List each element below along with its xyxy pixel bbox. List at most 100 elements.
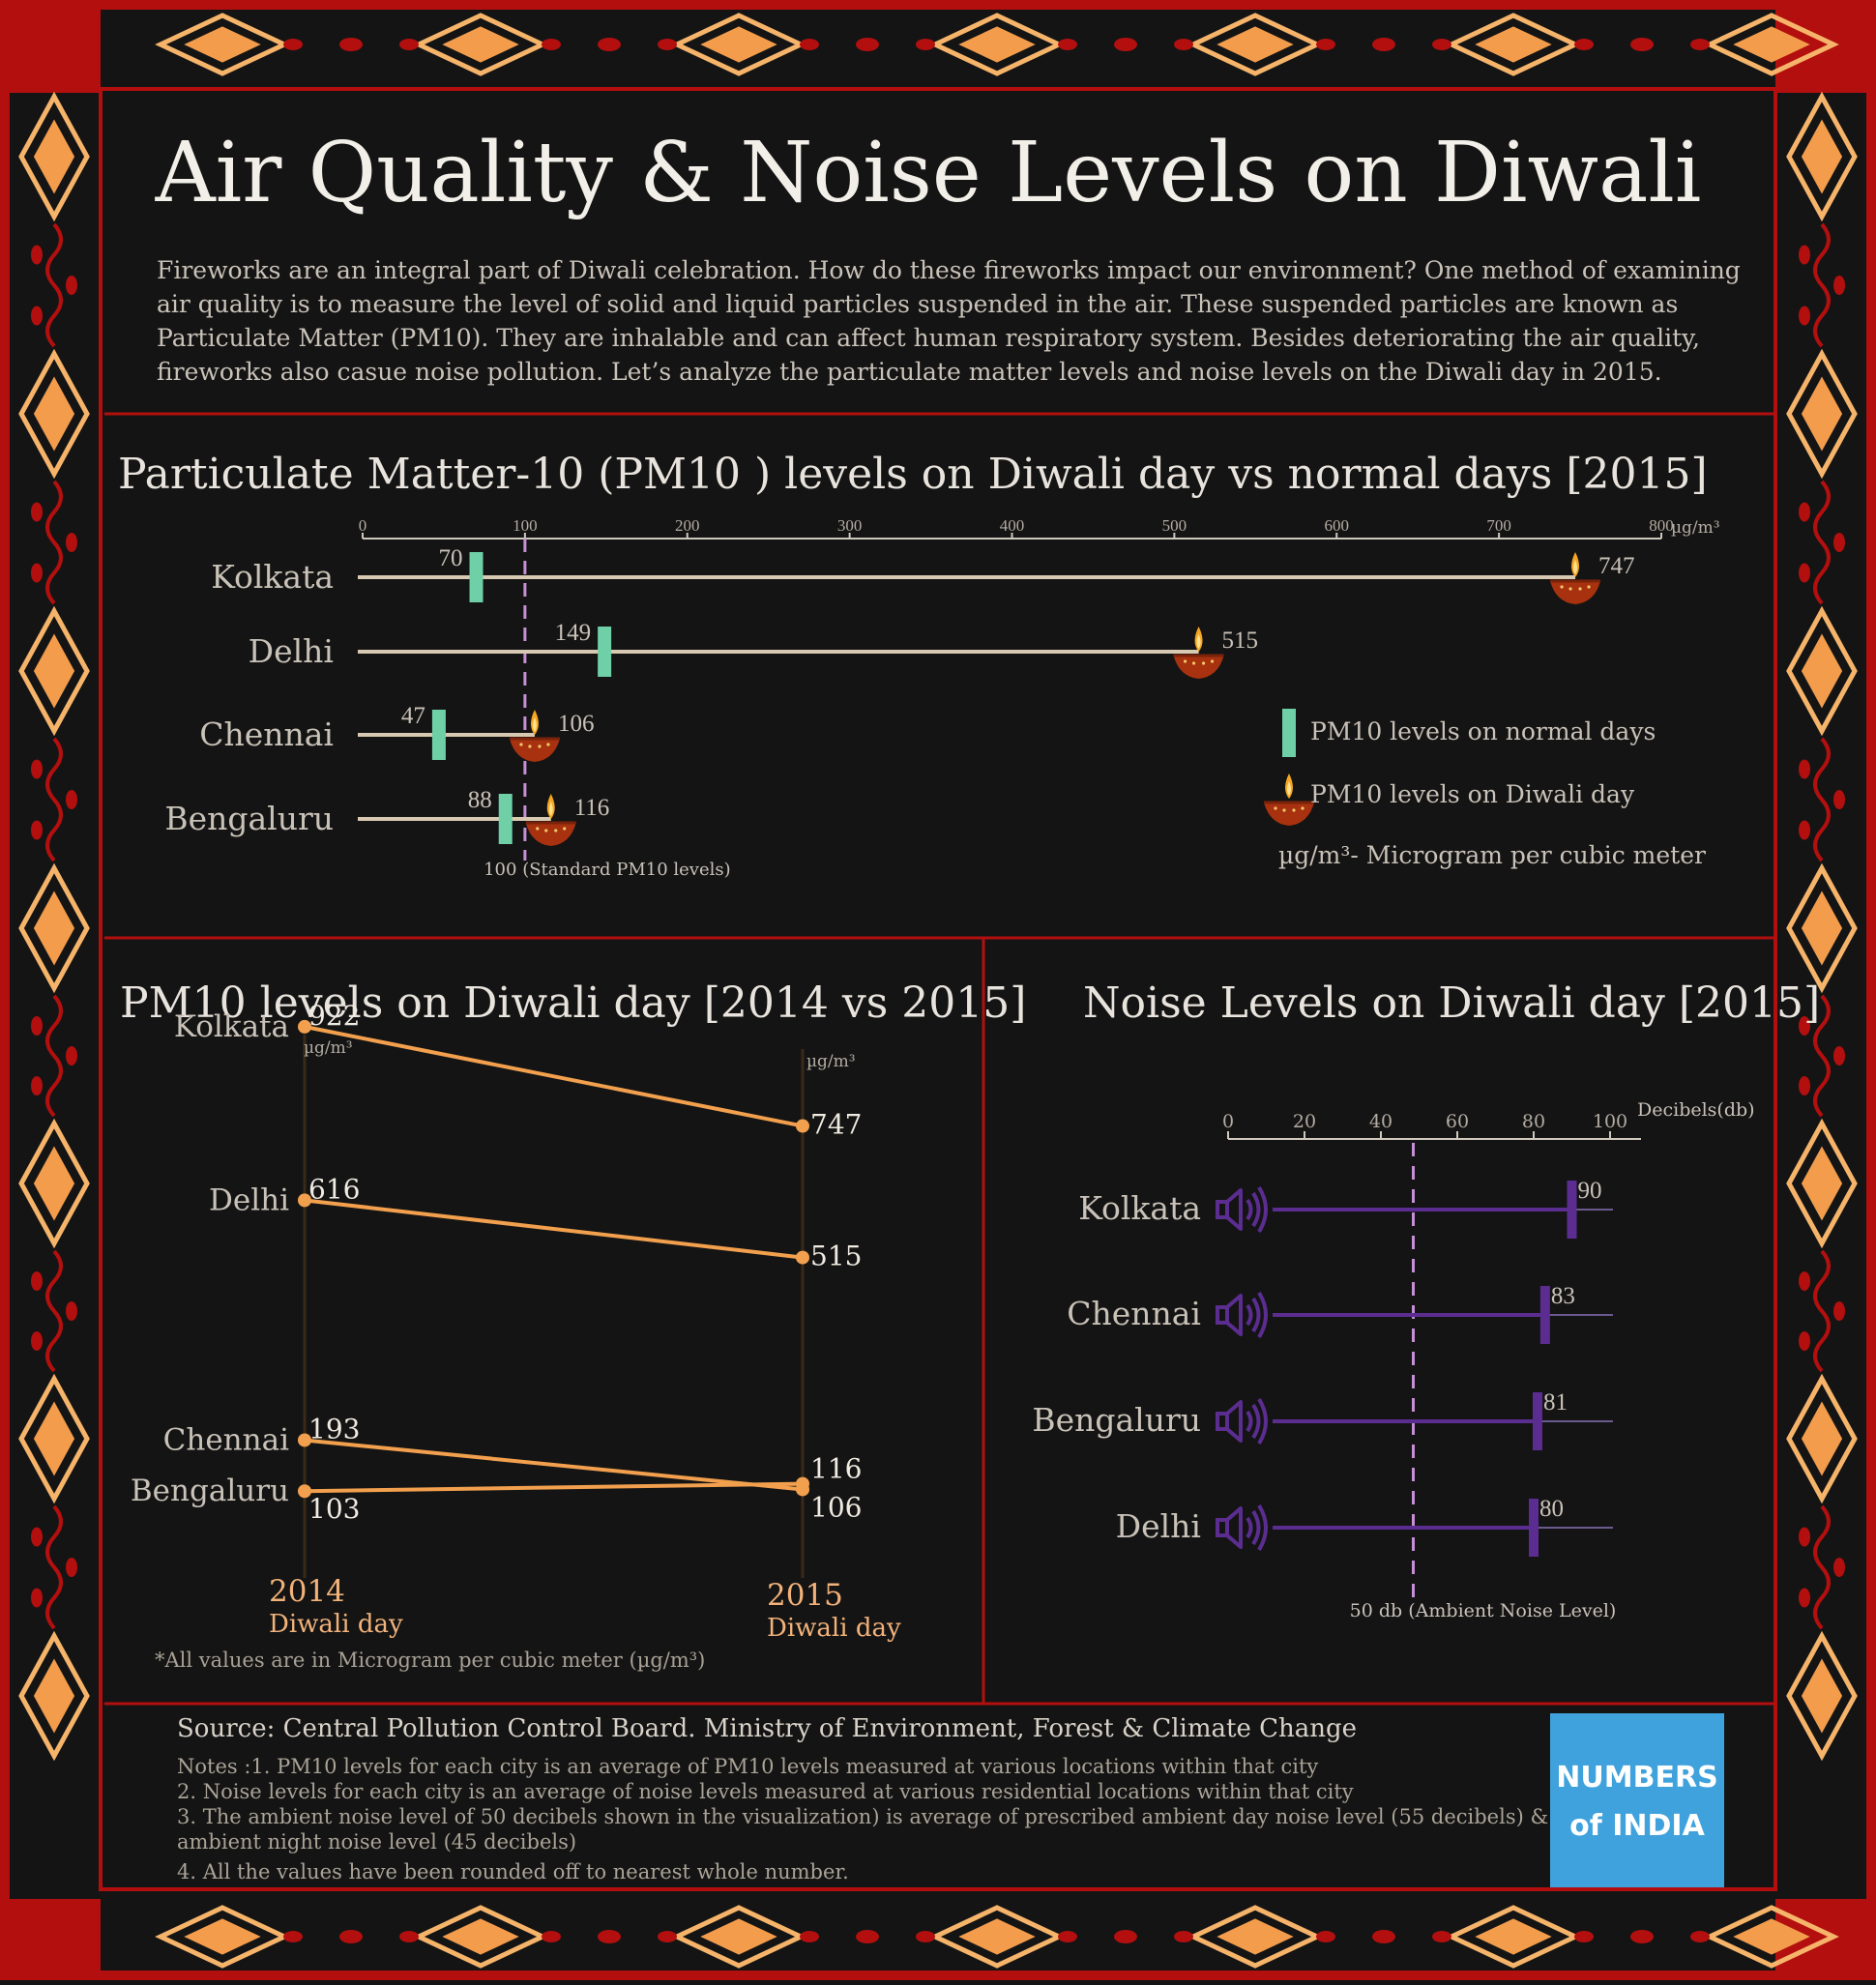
border-dot: [1058, 1931, 1077, 1942]
noise-value: 81: [1543, 1389, 1568, 1416]
border-diamond-core: [33, 890, 75, 966]
border-diamond-core: [1801, 890, 1843, 966]
border-diamond: [1786, 1118, 1858, 1249]
border-vine: [45, 737, 63, 862]
border-dot: [31, 1271, 43, 1291]
x-label-2015: 2015: [767, 1578, 843, 1613]
noise-category-label: Kolkata: [1078, 1189, 1201, 1227]
border-dot: [916, 39, 935, 50]
chart1-rows: Kolkata 70 747 Delhi 149 515 Chennai 47 106 Benga…: [164, 545, 1635, 848]
border-vine: [45, 1504, 63, 1630]
note-line: 4. All the values have been rounded off …: [177, 1860, 849, 1883]
note-line: Notes :1. PM10 levels for each city is a…: [177, 1755, 1318, 1778]
slope-value-2015: 106: [810, 1491, 862, 1523]
noise-category-label: Delhi: [1116, 1507, 1201, 1545]
border-dot: [1799, 1527, 1810, 1547]
border-diamond-core: [958, 26, 1036, 63]
border-dot: [1372, 1930, 1395, 1943]
border-diamond: [18, 348, 90, 480]
border-dot: [31, 1588, 43, 1608]
border-dot: [856, 1930, 879, 1943]
border-diamond: [1786, 348, 1858, 480]
normal-day-value: 88: [468, 787, 492, 813]
intro-line: Fireworks are an integral part of Diwali…: [157, 256, 1741, 284]
slope-point-2014: [298, 1433, 311, 1447]
chart1-tick-label: 700: [1486, 516, 1511, 535]
border-diamond-core: [1475, 26, 1552, 63]
noise-value: 83: [1551, 1283, 1575, 1309]
border-diamond: [18, 1373, 90, 1504]
noise-category-label: Chennai: [1067, 1295, 1201, 1332]
border-diamond-core: [33, 119, 75, 194]
border-dot: [1799, 1016, 1810, 1036]
slope-city-label: Delhi: [209, 1182, 289, 1217]
noise-marker: [1532, 1392, 1542, 1450]
chart3-tick-label: 60: [1446, 1111, 1469, 1132]
x-sublabel-2014: Diwali day: [269, 1610, 403, 1639]
unit-note: µg/m³- Microgram per cubic meter: [1278, 841, 1706, 869]
border-dot: [66, 533, 77, 552]
border-dot: [1833, 790, 1845, 809]
border-dot: [1799, 1271, 1810, 1291]
slope-line: [304, 1438, 804, 1492]
border-dot: [1833, 276, 1845, 295]
note-line: ambient night noise level (45 decibels): [177, 1830, 576, 1854]
legend-normal-label: PM10 levels on normal days: [1310, 717, 1656, 745]
slope-city-label: Chennai: [163, 1422, 289, 1457]
border-dot: [1690, 39, 1710, 50]
chart2-footnote: *All values are in Microgram per cubic m…: [155, 1649, 705, 1672]
border-dot: [1799, 1588, 1810, 1608]
border-dot: [66, 276, 77, 295]
chart1-tick-label: 600: [1325, 516, 1350, 535]
slope-point-2014: [298, 1193, 311, 1208]
border-vine: [1813, 994, 1831, 1118]
border-vine: [45, 994, 63, 1118]
border-dot: [31, 306, 43, 326]
border-vine: [1813, 1249, 1831, 1373]
border-diamond: [1786, 1373, 1858, 1504]
chart3-unit: Decibels(db): [1637, 1099, 1755, 1121]
normal-day-marker: [598, 627, 612, 677]
border-dot: [66, 1558, 77, 1577]
corner-block: [0, 1899, 101, 1980]
pm10-diwali-vs-normal-chart: Particulate Matter-10 (PM10 ) levels on …: [118, 450, 1720, 880]
border-diamond-core: [184, 1918, 261, 1955]
border-diamond: [18, 91, 90, 222]
border-dot: [1630, 1930, 1654, 1943]
chart3-tick-label: 100: [1593, 1111, 1627, 1132]
border-diamond: [1704, 13, 1839, 76]
slope-value-2015: 747: [810, 1109, 862, 1141]
border-dot: [916, 1931, 935, 1942]
note-line: 2. Noise levels for each city is an aver…: [177, 1780, 1354, 1803]
border-diamond: [18, 1118, 90, 1249]
border-vine: [45, 480, 63, 605]
border-diamond-core: [184, 26, 261, 63]
diwali-day-value: 515: [1222, 628, 1259, 654]
chart1-tick-label: 800: [1649, 516, 1674, 535]
border-diamond-core: [1801, 1401, 1843, 1476]
border-vine: [45, 222, 63, 348]
slope-value-2014: 616: [308, 1173, 360, 1205]
normal-day-value: 70: [439, 545, 463, 571]
border-dot: [1630, 38, 1654, 51]
border-diamond-core: [1733, 1918, 1810, 1955]
border-diamond-core: [33, 376, 75, 452]
border-diamond-core: [1475, 1918, 1552, 1955]
border-diamond-core: [958, 1918, 1036, 1955]
slope-point-2015: [796, 1119, 809, 1133]
border-diamond-core: [442, 1918, 519, 1955]
border-dot: [31, 245, 43, 265]
border-dot: [1799, 759, 1810, 779]
border-dot: [1690, 1931, 1710, 1942]
border-dot: [1799, 245, 1810, 265]
border-dot: [1799, 563, 1810, 583]
legend-normal-swatch: [1282, 709, 1296, 757]
chart3-axis: 0 20 40 60 80 100: [1222, 1111, 1641, 1601]
chart3-tick-label: 80: [1522, 1111, 1545, 1132]
logo-line1: NUMBERS: [1556, 1761, 1717, 1795]
border-dot: [1432, 39, 1451, 50]
x-label-2014: 2014: [269, 1574, 345, 1609]
